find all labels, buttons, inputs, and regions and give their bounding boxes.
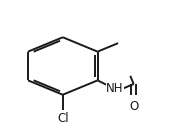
- Text: NH: NH: [106, 82, 124, 95]
- Text: Cl: Cl: [57, 112, 69, 125]
- Text: O: O: [129, 100, 138, 113]
